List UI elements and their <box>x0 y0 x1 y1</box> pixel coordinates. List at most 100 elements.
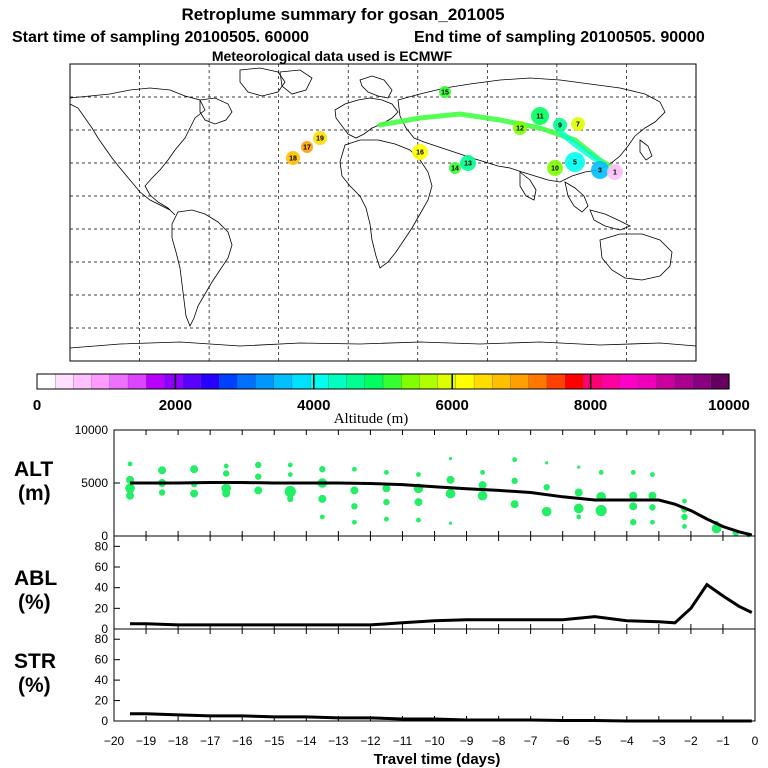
alt-scatter-point <box>574 488 583 497</box>
map-grid <box>70 64 696 361</box>
colorbar-cells <box>36 373 730 390</box>
x-tick-label: −19 <box>136 734 157 748</box>
x-tick-label: −16 <box>232 734 253 748</box>
alt-scatter-point <box>445 488 456 499</box>
map-marker <box>460 155 476 171</box>
colorbar-cell <box>419 373 439 390</box>
colorbar-tick-label: 2000 <box>159 397 192 414</box>
y-tick-label: 80 <box>95 632 109 646</box>
alt-scatter-point <box>595 504 607 517</box>
alt-scatter-point <box>511 477 518 485</box>
alt-scatter <box>125 457 751 538</box>
alt-scatter-point <box>630 519 637 526</box>
alt-panel: ALT (m) 0 5000 10000 <box>14 423 756 543</box>
figure-title: Retroplume summary for gosan_201005 <box>181 5 504 24</box>
alt-scatter-point <box>158 489 166 496</box>
x-axis-ticks: −20 −19 −18 −17 −16 −15 −14 −13 −12 −11 −10 −9 −8 −7−… <box>104 430 759 748</box>
x-tick-label: −3 <box>652 734 666 748</box>
x-tick-label: −17 <box>200 734 221 748</box>
alt-scatter-point <box>681 513 688 521</box>
colorbar-cell <box>437 373 457 390</box>
alt-scatter-point <box>255 473 262 480</box>
abl-line <box>130 582 753 627</box>
alt-scatter-point <box>650 472 655 477</box>
map-marker <box>591 161 609 179</box>
alt-scatter-point <box>158 466 167 475</box>
alt-scatter-point <box>319 466 326 473</box>
alt-scatter-point <box>577 465 581 469</box>
x-tick-label: −11 <box>393 734 413 748</box>
alt-scatter-point <box>126 491 135 500</box>
alt-scatter-point <box>222 489 231 498</box>
y-tick-label: 5000 <box>81 476 108 490</box>
str-yticks: 0 20 40 60 80 <box>95 632 120 728</box>
colorbar-cell <box>528 373 548 390</box>
map-marker <box>607 164 623 180</box>
colorbar-cell <box>492 373 512 390</box>
map-marker-label: 17 <box>303 145 311 152</box>
alt-scatter-point <box>223 463 229 469</box>
colorbar-cell <box>583 373 603 390</box>
alt-unit-label: (m) <box>18 482 51 505</box>
colorbar-cell <box>109 373 129 390</box>
map-marker-label: 15 <box>441 90 449 97</box>
x-tick-label: 0 <box>752 734 759 748</box>
alt-scatter-point <box>383 498 390 506</box>
alt-scatter-point <box>416 472 421 477</box>
alt-scatter-point <box>682 524 687 529</box>
x-tick-label: −6 <box>556 734 570 748</box>
colorbar-cell <box>36 373 56 390</box>
abl-label: ABL <box>14 567 57 590</box>
met-data-label: Meteorological data used is ECMWF <box>212 48 453 64</box>
map-marker-label: 3 <box>598 168 602 175</box>
x-tick-label: −18 <box>168 734 189 748</box>
map-frame <box>69 63 697 362</box>
str-frame <box>113 628 756 722</box>
map-marker <box>313 131 327 145</box>
y-tick-label: 20 <box>95 601 109 615</box>
colorbar-cell <box>146 373 166 390</box>
colorbar-cell <box>127 373 147 390</box>
map-marker <box>565 152 585 172</box>
colorbar-cell <box>218 373 238 390</box>
alt-scatter-point <box>650 519 655 525</box>
alt-scatter-point <box>448 457 453 461</box>
x-tick-label: −7 <box>524 734 538 748</box>
map-markers: 15 11 13 19 17 18 16 14 12 10 9 7 5 3 1 <box>286 86 623 180</box>
alt-mean-line <box>130 481 753 537</box>
alt-scatter-point <box>541 506 552 517</box>
colorbar-cell <box>364 373 384 390</box>
alt-yticks: 0 5000 10000 <box>75 423 120 543</box>
x-tick-label: −14 <box>296 734 317 748</box>
map-marker-label: 9 <box>558 123 562 130</box>
y-tick-label: 0 <box>101 714 108 728</box>
colorbar-cell <box>237 373 257 390</box>
map-marker <box>531 107 549 125</box>
alt-scatter-point <box>351 466 357 472</box>
colorbar-cell <box>55 373 75 390</box>
alt-scatter-point <box>649 504 656 511</box>
y-tick-label: 20 <box>95 694 109 708</box>
map-marker-label: 7 <box>576 122 580 129</box>
alt-scatter-point <box>351 519 357 525</box>
alt-scatter-point <box>190 465 199 474</box>
colorbar-cell <box>619 373 639 390</box>
map-marker <box>439 86 451 98</box>
alt-scatter-point <box>480 470 485 475</box>
alt-scatter-point <box>573 503 584 514</box>
altitude-colorbar: 0 2000 4000 6000 8000 10000 Altitude (m) <box>33 373 750 427</box>
alt-scatter-point <box>510 500 519 509</box>
map-marker <box>513 121 527 135</box>
alt-scatter-point <box>629 491 638 500</box>
colorbar-tick-label: 4000 <box>297 397 330 414</box>
x-axis-label: Travel time (days) <box>374 751 501 768</box>
colorbar-tick-label: 6000 <box>436 397 469 414</box>
y-tick-label: 0 <box>101 529 108 543</box>
colorbar-tick-label: 8000 <box>574 397 607 414</box>
alt-scatter-point <box>630 470 636 475</box>
alt-scatter-point <box>648 491 657 500</box>
alt-scatter-point <box>448 521 453 525</box>
x-tick-label: −10 <box>424 734 445 748</box>
alt-scatter-point <box>254 486 263 495</box>
